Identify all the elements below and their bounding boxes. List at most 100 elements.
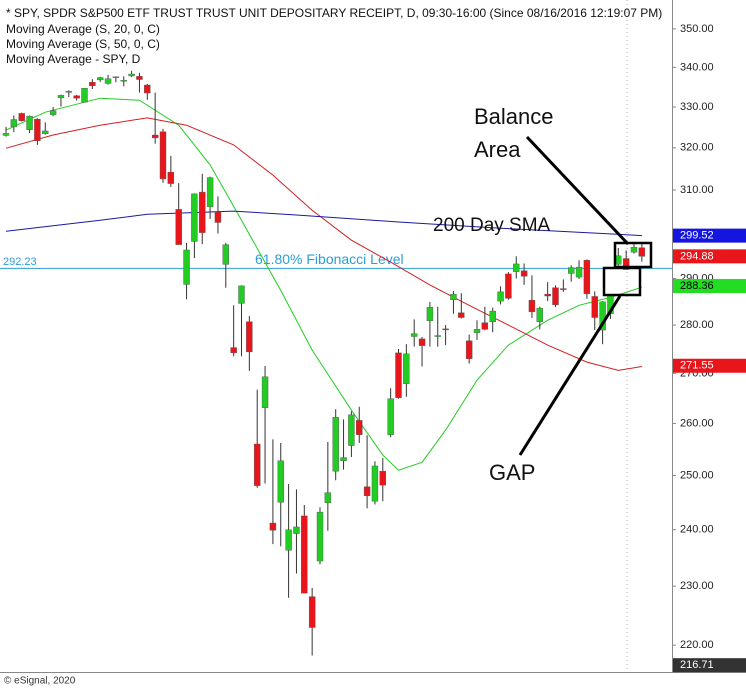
- candle-body: [371, 465, 379, 502]
- candle-body: [434, 335, 441, 337]
- moving-average: [5, 97, 643, 471]
- y-tick-label: 320.00: [680, 142, 714, 154]
- price-tag: [673, 249, 746, 264]
- candle-body: [379, 471, 386, 486]
- candle-body: [120, 80, 127, 82]
- arrow: [525, 135, 630, 246]
- candle-body: [340, 457, 347, 461]
- price-tag: [673, 358, 746, 373]
- candle-body: [104, 78, 112, 84]
- y-tick-label: 280.00: [680, 319, 714, 331]
- candle-body: [34, 118, 41, 141]
- candle-body: [473, 329, 481, 333]
- candle-body: [458, 312, 465, 318]
- candle-body: [638, 247, 646, 257]
- candle-body: [175, 209, 182, 245]
- candle-body: [261, 376, 269, 408]
- candle-body: [238, 285, 245, 304]
- y-tick-label: 230.00: [680, 580, 714, 592]
- y-tick-label: 260.00: [680, 417, 714, 429]
- candle-body: [183, 249, 190, 285]
- candle-body: [230, 347, 237, 354]
- candle-body: [363, 486, 371, 497]
- candle-body: [301, 515, 308, 594]
- price-tag: [673, 658, 746, 673]
- candle-body: [575, 266, 583, 278]
- price-tag: [673, 279, 746, 294]
- legend: Moving Average (S, 50, 0, C): [6, 37, 160, 51]
- candle-body: [622, 258, 630, 270]
- annotation: 200 Day SMA: [433, 215, 551, 236]
- price-tag-label: 216.71: [680, 659, 714, 671]
- header: * SPY, SPDR S&P500 ETF TRUST TRUST UNIT …: [6, 6, 662, 20]
- price-tag-label: 294.88: [680, 250, 714, 262]
- candle-body: [411, 333, 418, 337]
- candle-body: [65, 91, 73, 93]
- price-tag-label: 288.36: [680, 280, 714, 292]
- annotation: GAP: [489, 460, 535, 485]
- candle-body: [465, 340, 473, 359]
- candle-body: [10, 119, 18, 128]
- candle-body: [159, 131, 167, 180]
- annotation: Balance: [474, 104, 554, 129]
- candle-body: [2, 133, 10, 136]
- candle-body: [144, 84, 151, 94]
- candle-body: [560, 288, 567, 290]
- candle-body: [214, 211, 222, 223]
- candle-body: [450, 293, 457, 300]
- candle-body: [630, 247, 638, 253]
- candle-body: [356, 420, 363, 435]
- candle-body: [324, 492, 332, 504]
- candle-body: [599, 301, 606, 331]
- footer: © eSignal, 2020: [4, 676, 76, 687]
- candle-body: [481, 322, 489, 330]
- legend: Moving Average - SPY, D: [6, 52, 141, 66]
- price-tag: [673, 228, 746, 243]
- fib-label: 61.80% Fibonacci Level: [255, 251, 404, 267]
- candle-body: [206, 177, 214, 207]
- candle-body: [497, 291, 504, 302]
- y-tick-label: 330.00: [680, 101, 714, 113]
- candle-body: [505, 273, 512, 299]
- candle-body: [269, 522, 277, 531]
- moving-average: [5, 210, 642, 237]
- candle-body: [395, 352, 402, 398]
- candle-body: [489, 310, 496, 322]
- moving-average: [5, 117, 642, 371]
- candle-body: [136, 76, 143, 80]
- y-tick-label: 250.00: [680, 469, 714, 481]
- candle-body: [442, 328, 449, 331]
- candle-body: [426, 306, 434, 322]
- candle-body: [222, 244, 230, 265]
- legend: Moving Average (S, 20, 0, C): [6, 22, 160, 36]
- candle-body: [246, 321, 253, 353]
- candle-body: [81, 88, 88, 103]
- candle-body: [89, 82, 96, 87]
- candle-body: [568, 267, 575, 274]
- candle-body: [112, 76, 120, 78]
- price-tag-label: 271.55: [680, 360, 714, 372]
- candle-body: [199, 191, 206, 233]
- arrow: [518, 295, 622, 456]
- candle-body: [128, 73, 135, 77]
- y-tick-label: 340.00: [680, 61, 714, 73]
- candle-body: [591, 296, 598, 318]
- candle-body: [387, 398, 394, 435]
- y-tick-label: 350.00: [680, 23, 714, 35]
- fib-value: 292.23: [3, 256, 37, 268]
- candle-body: [151, 134, 159, 139]
- candle-body: [277, 460, 284, 503]
- y-tick-label: 220.00: [680, 639, 714, 651]
- candle-body: [57, 95, 65, 98]
- candle-body: [293, 526, 300, 534]
- candle-body: [536, 307, 543, 322]
- candle-body: [49, 110, 57, 115]
- candle-body: [42, 130, 49, 135]
- candle-body: [544, 293, 551, 297]
- candle-body: [513, 263, 520, 272]
- candle-body: [418, 338, 426, 346]
- candle-body: [191, 193, 198, 242]
- candle-body: [552, 287, 559, 306]
